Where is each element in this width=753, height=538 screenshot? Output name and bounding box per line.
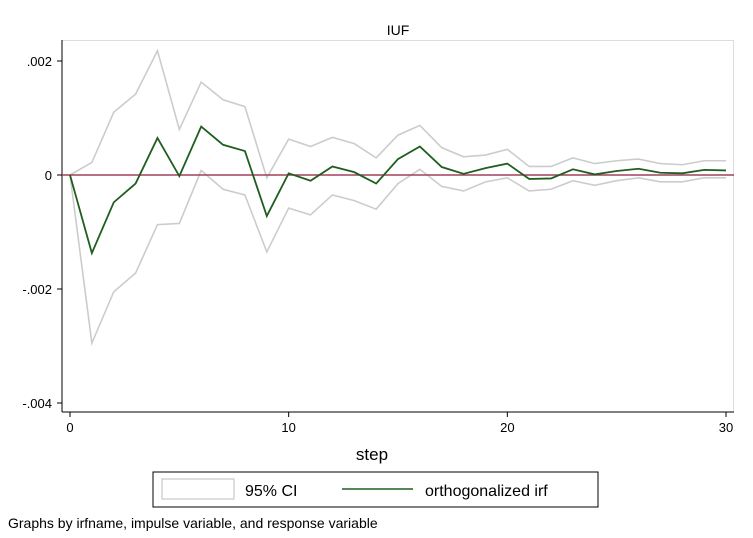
chart-title: IUF <box>387 22 410 38</box>
legend-label-ci: 95% CI <box>245 483 297 500</box>
ci-band <box>69 48 726 347</box>
x-axis-label: step <box>356 445 388 464</box>
irf-series <box>69 125 727 256</box>
y-axis-ticks: .002 0 -.002 -.004 <box>22 54 62 411</box>
ci-lower-line <box>69 168 726 347</box>
y-tick-label: 0 <box>45 168 52 183</box>
legend: 95% CI orthogonalized irf <box>152 471 599 508</box>
ci-upper-line <box>69 48 726 180</box>
graph-note: Graphs by irfname, impulse variable, and… <box>8 515 378 531</box>
y-tick-label: .002 <box>27 54 52 69</box>
y-tick-label: -.004 <box>22 396 52 411</box>
plot-frame-top <box>62 40 734 41</box>
legend-label-irf: orthogonalized irf <box>425 483 548 500</box>
x-axis-ticks: 0 10 20 30 <box>66 412 733 435</box>
legend-swatch-ci <box>161 478 235 500</box>
x-tick-label: 0 <box>66 420 73 435</box>
x-tick-label: 30 <box>719 420 733 435</box>
plot-frame-right <box>733 40 734 412</box>
x-tick-label: 10 <box>281 420 295 435</box>
irf-line <box>69 125 727 256</box>
plot-frame <box>62 40 734 412</box>
y-tick-label: -.002 <box>22 282 52 297</box>
x-tick-label: 20 <box>500 420 514 435</box>
